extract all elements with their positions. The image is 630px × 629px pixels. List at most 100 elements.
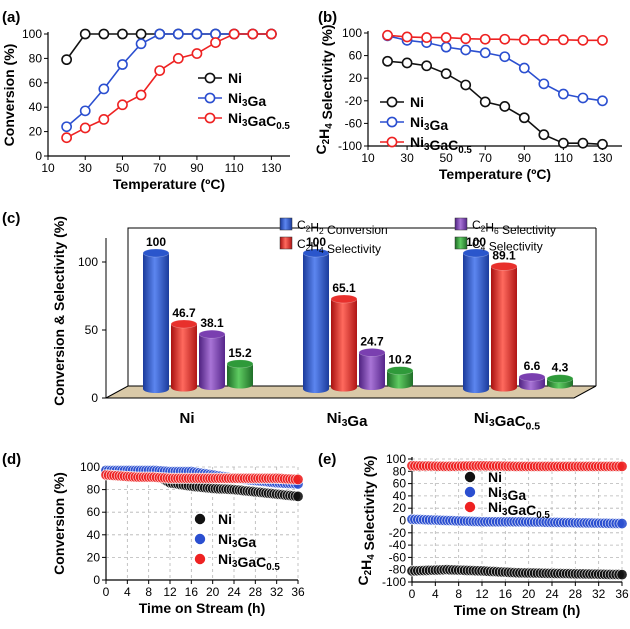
point-ni3gac	[191, 48, 203, 59]
y-tick-label: 100	[22, 27, 42, 41]
legend-marker-ni	[204, 72, 216, 84]
y-tick-label: 20	[393, 501, 407, 515]
point-ni3gac	[518, 34, 530, 46]
x-tick-label: 12	[163, 585, 177, 599]
bar-c2h4	[491, 266, 517, 388]
y-tick-label: 100	[342, 26, 362, 40]
point-ni	[79, 28, 91, 40]
bar-top-c4	[546, 374, 574, 383]
x-tick-label: 20	[522, 587, 536, 601]
x-tick-label: 110	[554, 151, 573, 165]
point-ni3gac	[499, 33, 511, 45]
point-ni	[440, 68, 452, 80]
point-ni	[597, 138, 608, 150]
bar-top-c2h6	[358, 348, 386, 357]
y-axis-label: C2H4 Selectivity (%)	[355, 456, 377, 586]
x-tick-label: 130	[592, 151, 612, 165]
y-tick-label: 80	[29, 51, 43, 65]
y-tick-label: 60	[29, 76, 43, 90]
bar-top-c2h4	[490, 262, 518, 271]
legend-marker-ni3gac	[386, 136, 398, 148]
x-tick-label: 0	[409, 587, 416, 601]
panel-label-d: (d)	[2, 451, 21, 468]
point-ni3gac	[79, 122, 91, 134]
panel-e-selectivity-vs-time: 0 4 8 12 16 20 24 28 32 36-100-80-60-40-200204060…	[355, 452, 629, 618]
bar-c2h4	[171, 323, 197, 388]
y-tick-label: -100	[338, 139, 362, 153]
point-ni3ga	[154, 28, 166, 40]
legend-label-ni3ga: Ni3Ga	[218, 531, 256, 550]
bar-base-c4	[547, 380, 573, 389]
data-label: 100	[466, 235, 486, 249]
point-ni3gac	[401, 31, 413, 43]
series-line-ni	[65, 33, 272, 61]
point-ni3gac	[172, 53, 184, 64]
x-tick-label: 8	[145, 585, 152, 599]
y-axis-label: C2H4 Selectivity (%)	[313, 25, 335, 155]
point-ni3ga	[479, 47, 491, 59]
x-tick-label: 20	[206, 585, 220, 599]
x-tick-label: 4	[432, 587, 439, 601]
x-tick-label: 30	[400, 151, 414, 165]
data-label: 24.7	[360, 334, 384, 348]
y-tick-label: 40	[29, 100, 43, 114]
point-ni	[135, 28, 147, 40]
legend-marker-ni	[193, 512, 207, 526]
point-ni	[117, 28, 128, 40]
y-tick-label: -40	[389, 538, 407, 552]
bar-base-c2h2	[303, 385, 329, 393]
legend-marker-ni3gac	[193, 552, 207, 566]
panel-c-bar-chart: 0 50 100 Conversion & Selectivity (%) Ni 100 4…	[51, 216, 597, 432]
bar-top-c2h6	[198, 329, 226, 339]
x-axis-label: Time on Stream (h)	[139, 600, 266, 616]
x-tick-label: 0	[103, 585, 110, 599]
point-ni3gac	[228, 28, 240, 40]
x-tick-label: 10	[41, 161, 55, 175]
y-tick-label: -20	[389, 526, 407, 540]
point-ni3ga	[135, 38, 147, 50]
point-ni3gac	[135, 89, 147, 101]
series-line-ni3gac	[387, 34, 603, 42]
legend-label-c2h6: C2H6 Selectivity	[472, 218, 556, 237]
data-label: 100	[306, 235, 326, 249]
legend-marker-ni3ga	[204, 92, 216, 104]
point-ni3ga	[440, 41, 452, 53]
point-ni3ga	[499, 51, 511, 63]
x-tick-label: 28	[569, 587, 583, 601]
point-ni	[382, 55, 393, 67]
y-tick-label: 40	[87, 528, 101, 542]
legend-label-ni3gac: Ni3GaC0.5	[410, 134, 472, 156]
point-ni	[460, 79, 472, 91]
point-ni3ga	[577, 92, 589, 104]
legend-label-ni3ga: Ni3Ga	[228, 90, 266, 109]
bar-top-c4	[386, 366, 414, 375]
x-tick-label: 36	[291, 585, 305, 599]
point-ni3gac	[421, 32, 433, 43]
legend-label-ni: Ni	[410, 94, 424, 110]
x-tick-label: 8	[455, 587, 462, 601]
legend-marker-ni3gac	[463, 500, 477, 514]
point-ni3ga	[538, 78, 550, 90]
y-tick-label: 100	[386, 452, 406, 466]
series-line-ni3ga	[387, 35, 603, 102]
y-tick-label: 0	[93, 573, 100, 587]
y-tick-label: 80	[87, 483, 101, 497]
point-ni	[421, 60, 433, 72]
point-ni3ga	[597, 95, 608, 107]
x-tick-label: 36	[615, 587, 629, 601]
data-label: 4.3	[552, 361, 569, 375]
bar-top-c2h4	[170, 319, 198, 329]
bar-top-c2h6	[518, 372, 546, 382]
y-tick-label: 80	[393, 464, 407, 478]
data-label: 6.6	[524, 359, 541, 373]
point-ni	[401, 57, 413, 69]
point-ni	[538, 129, 550, 141]
bar-c2h6	[359, 352, 385, 386]
legend-swatch-c2h2	[279, 217, 293, 231]
bar-base-c2h4	[331, 383, 357, 392]
category-label: Ni3GaC0.5	[474, 410, 540, 432]
x-tick-label: 4	[124, 585, 131, 599]
x-tick-label: 24	[545, 587, 559, 601]
bar-c4	[387, 370, 413, 385]
